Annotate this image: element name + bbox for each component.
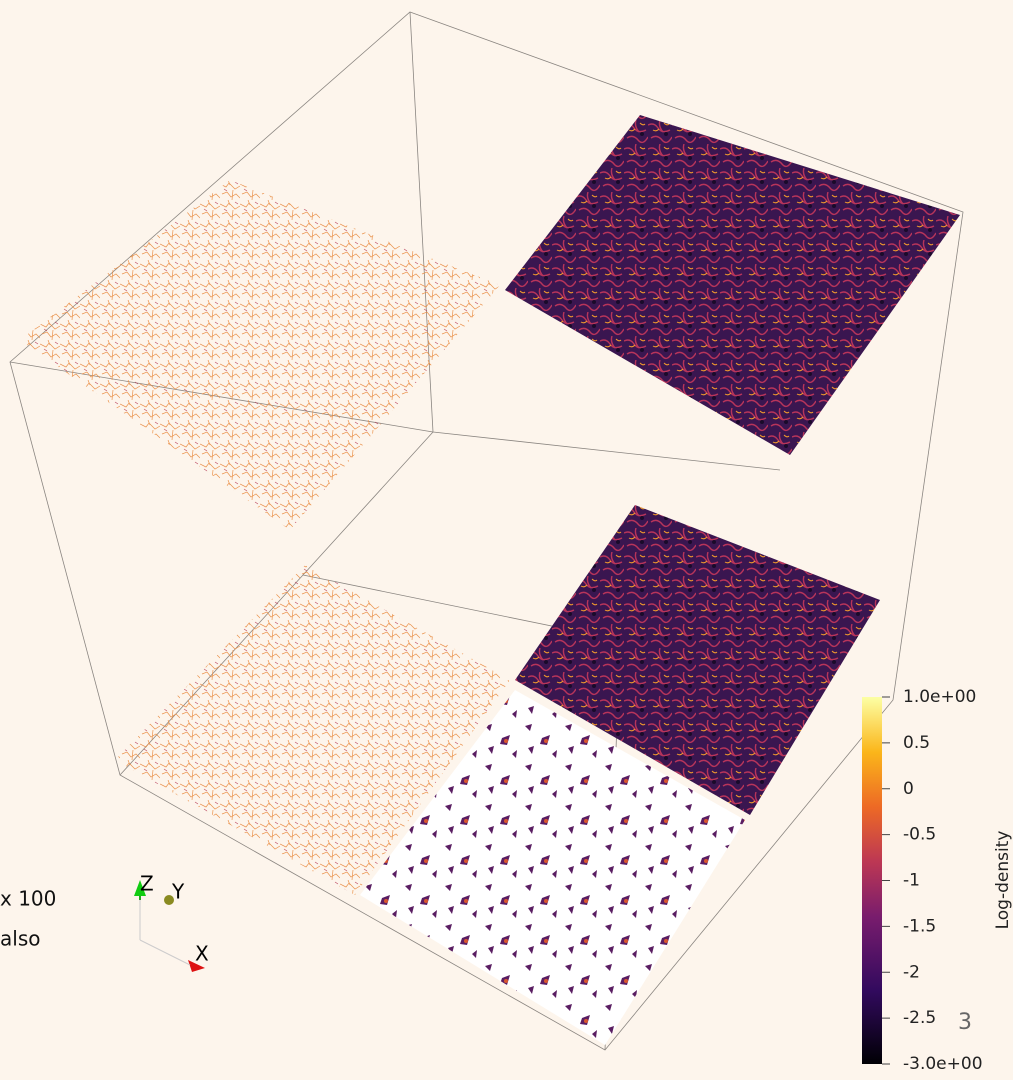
side-text: also: [0, 927, 40, 951]
colorbar-title: Log-density: [993, 831, 1013, 930]
tick-label: -3.0e+00: [903, 1054, 983, 1074]
corner-label: 3: [958, 1010, 972, 1035]
slices: [20, 115, 960, 1045]
axis-label: Z: [140, 872, 154, 896]
tick-label: 0.5: [903, 733, 930, 753]
axis-label: Y: [171, 880, 185, 904]
side-text: x 100: [0, 887, 56, 911]
tick-label: -2.5: [903, 1008, 936, 1028]
colorbar-gradient: [862, 697, 882, 1064]
tick-label: -0.5: [903, 825, 936, 845]
tick-label: -2: [903, 962, 920, 982]
axis-label: X: [195, 942, 209, 966]
orientation-axes: Z Y X: [134, 872, 209, 973]
tick-label: -1.5: [903, 916, 936, 936]
tick-label: -1: [903, 871, 920, 891]
colorbar: Log-density 1.0e+00 0.5 0 -0.5 -1 -1.5 -2 -2.5 -…: [862, 687, 1013, 1074]
tick-label: 0: [903, 779, 914, 799]
tick-label: 1.0e+00: [903, 687, 976, 707]
viewport: Z Y X x 100 also 3 Log-density 1.0e+00 0.…: [0, 0, 1013, 1080]
